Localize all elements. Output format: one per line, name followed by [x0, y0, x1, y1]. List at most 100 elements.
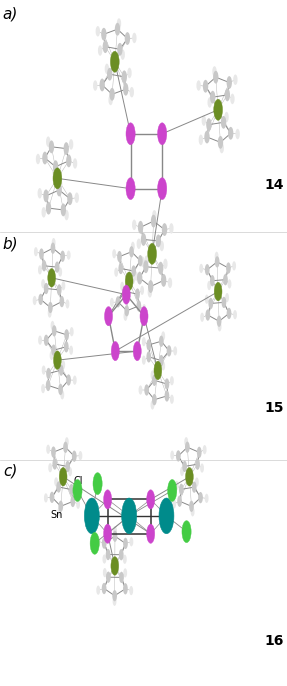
Circle shape — [110, 298, 114, 307]
Circle shape — [63, 142, 69, 155]
Circle shape — [185, 442, 190, 453]
Circle shape — [203, 80, 208, 93]
Circle shape — [123, 311, 127, 321]
Circle shape — [52, 325, 57, 337]
Circle shape — [63, 442, 68, 453]
Circle shape — [180, 467, 184, 476]
Circle shape — [51, 321, 55, 330]
Circle shape — [101, 28, 106, 40]
Circle shape — [46, 202, 51, 215]
Circle shape — [126, 178, 135, 200]
Circle shape — [34, 247, 38, 257]
Text: b): b) — [3, 237, 18, 252]
Circle shape — [142, 355, 146, 365]
Text: a): a) — [3, 7, 18, 22]
Circle shape — [112, 249, 116, 259]
Circle shape — [36, 154, 40, 164]
Circle shape — [213, 71, 218, 84]
Circle shape — [96, 536, 100, 546]
Circle shape — [73, 158, 77, 169]
Circle shape — [111, 557, 119, 575]
Circle shape — [46, 137, 51, 147]
Circle shape — [129, 586, 133, 595]
Circle shape — [48, 268, 55, 287]
Circle shape — [142, 304, 146, 314]
Circle shape — [51, 344, 56, 356]
Circle shape — [164, 379, 169, 390]
Circle shape — [64, 341, 69, 353]
Circle shape — [132, 220, 136, 230]
Circle shape — [44, 493, 48, 503]
Circle shape — [64, 329, 69, 340]
Circle shape — [122, 285, 130, 305]
Circle shape — [189, 501, 194, 512]
Circle shape — [168, 480, 177, 501]
Circle shape — [235, 129, 240, 139]
Circle shape — [123, 538, 128, 549]
Circle shape — [53, 458, 57, 470]
Circle shape — [136, 300, 141, 311]
Circle shape — [167, 345, 171, 357]
Circle shape — [142, 337, 146, 346]
Circle shape — [173, 346, 177, 355]
Circle shape — [52, 238, 56, 247]
Circle shape — [147, 524, 155, 543]
Circle shape — [58, 501, 63, 512]
Circle shape — [58, 268, 62, 276]
Circle shape — [170, 376, 174, 386]
Circle shape — [70, 327, 74, 336]
Circle shape — [111, 342, 119, 361]
Circle shape — [57, 507, 61, 517]
Circle shape — [65, 461, 70, 472]
Circle shape — [179, 484, 184, 495]
Circle shape — [138, 255, 143, 266]
Circle shape — [151, 215, 156, 228]
Circle shape — [202, 115, 206, 126]
Circle shape — [107, 68, 113, 80]
Circle shape — [42, 152, 48, 165]
Circle shape — [159, 498, 174, 534]
Circle shape — [230, 94, 234, 104]
Circle shape — [38, 188, 42, 198]
Circle shape — [119, 571, 124, 583]
Circle shape — [185, 468, 193, 486]
Circle shape — [191, 507, 195, 517]
Circle shape — [158, 178, 167, 200]
Circle shape — [177, 495, 182, 507]
Circle shape — [214, 99, 222, 120]
Circle shape — [68, 467, 72, 476]
Circle shape — [67, 250, 71, 260]
Circle shape — [53, 168, 62, 189]
Circle shape — [131, 265, 136, 276]
Circle shape — [42, 260, 46, 272]
Circle shape — [182, 461, 187, 472]
Circle shape — [135, 288, 140, 300]
Circle shape — [133, 342, 141, 361]
Circle shape — [46, 368, 51, 379]
Circle shape — [199, 264, 203, 273]
Circle shape — [48, 309, 52, 318]
Circle shape — [129, 537, 133, 546]
Circle shape — [58, 179, 62, 189]
Circle shape — [105, 64, 109, 74]
Circle shape — [170, 451, 174, 460]
Circle shape — [151, 370, 154, 379]
Circle shape — [156, 235, 161, 248]
Circle shape — [117, 19, 121, 29]
Circle shape — [206, 118, 212, 131]
Circle shape — [42, 207, 46, 217]
Circle shape — [148, 244, 156, 264]
Circle shape — [102, 583, 106, 594]
Circle shape — [120, 282, 124, 291]
Circle shape — [158, 123, 167, 145]
Circle shape — [223, 274, 228, 285]
Text: Cl: Cl — [73, 475, 83, 486]
Circle shape — [96, 26, 100, 36]
Circle shape — [144, 384, 149, 396]
Circle shape — [59, 364, 63, 376]
Circle shape — [215, 252, 219, 261]
Circle shape — [53, 167, 57, 178]
Circle shape — [93, 80, 97, 91]
Circle shape — [78, 451, 82, 460]
Circle shape — [46, 380, 51, 391]
